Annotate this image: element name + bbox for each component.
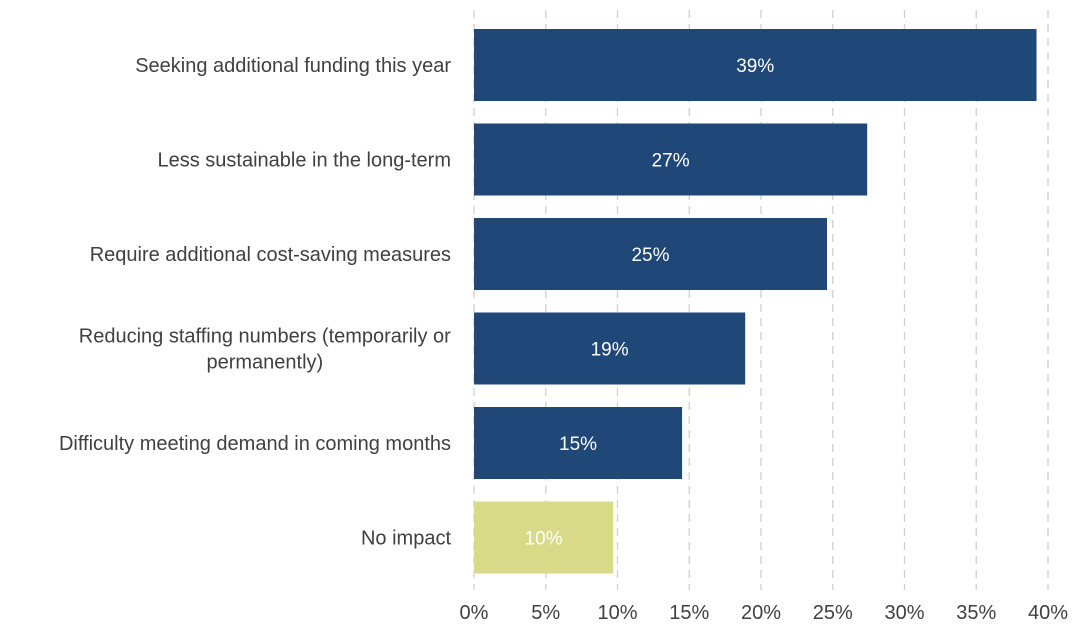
x-tick-label: 25% [813,602,853,624]
x-tick-label: 15% [669,602,709,624]
bar-layer [474,29,1037,574]
bar-0 [474,29,1037,101]
x-tick-label: 0% [460,602,489,624]
tick-layer: 0% 5% 10% 15% 20% 25% 30% 35% 40% [460,602,1069,624]
x-tick-label: 20% [741,602,781,624]
data-label: 39% [736,56,774,77]
category-label: Seeking additional funding this year [135,55,451,77]
data-label: 25% [631,245,669,266]
x-tick-label: 40% [1028,602,1068,624]
category-label: Difficulty meeting demand in coming mont… [59,433,451,455]
bar-5 [474,501,614,574]
bar-2 [474,218,828,290]
x-tick-label: 30% [884,602,924,624]
data-label: 27% [652,151,690,172]
data-label: 15% [559,434,597,455]
category-label: Require additional cost-saving measures [90,244,451,266]
data-label: 10% [525,529,563,550]
category-label: Less sustainable in the long-term [158,150,452,172]
x-tick-label: 35% [956,602,996,624]
x-tick-label: 5% [531,602,560,624]
bar-4 [474,407,683,479]
category-label: Reducing staffing numbers (temporarily o… [79,326,451,374]
grid-layer [473,10,1049,590]
bar-1 [474,123,868,196]
label-layer: 39% Seeking additional funding this year 2… [59,55,774,550]
x-tick-label: 10% [597,602,637,624]
data-label: 19% [591,340,629,361]
category-label: No impact [361,528,451,550]
bar-3 [474,312,746,385]
